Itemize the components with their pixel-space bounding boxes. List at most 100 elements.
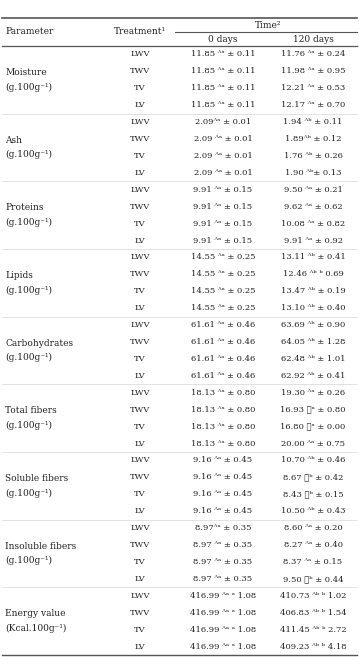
Text: (g.100g⁻¹): (g.100g⁻¹): [5, 150, 52, 159]
Text: TWV: TWV: [130, 67, 150, 75]
Text: 12.21 ᴬᵃ ± 0.53: 12.21 ᴬᵃ ± 0.53: [281, 84, 345, 92]
Text: Total fibers: Total fibers: [5, 406, 57, 416]
Text: 0 days: 0 days: [208, 35, 238, 43]
Text: 11.85 ᴬᵃ ± 0.11: 11.85 ᴬᵃ ± 0.11: [191, 84, 255, 92]
Text: 9.16 ᴬᵃ ± 0.45: 9.16 ᴬᵃ ± 0.45: [194, 507, 253, 515]
Text: 8.97 ᴬᵃ ± 0.35: 8.97 ᴬᵃ ± 0.35: [194, 558, 253, 566]
Text: 14.55 ᴬᵃ ± 0.25: 14.55 ᴬᵃ ± 0.25: [191, 270, 255, 278]
Text: LWV: LWV: [130, 524, 150, 532]
Text: 61.61 ᴬᵃ ± 0.46: 61.61 ᴬᵃ ± 0.46: [191, 321, 255, 329]
Text: 14.55 ᴬᵃ ± 0.25: 14.55 ᴬᵃ ± 0.25: [191, 253, 255, 261]
Text: TV: TV: [134, 423, 146, 431]
Text: 9.50 ᷧᵇ ± 0.44: 9.50 ᷧᵇ ± 0.44: [283, 575, 343, 583]
Text: 18.13 ᴬᵃ ± 0.80: 18.13 ᴬᵃ ± 0.80: [191, 423, 255, 431]
Text: TV: TV: [134, 626, 146, 634]
Text: 62.48 ᴬᵇ ± 1.01: 62.48 ᴬᵇ ± 1.01: [281, 355, 345, 363]
Text: TV: TV: [134, 355, 146, 363]
Text: TV: TV: [134, 219, 146, 227]
Text: 9.91 ᴬᵃ ± 0.15: 9.91 ᴬᵃ ± 0.15: [194, 186, 253, 194]
Text: 9.16 ᴬᵃ ± 0.45: 9.16 ᴬᵃ ± 0.45: [194, 456, 253, 464]
Text: 12.46 ᴬᵇ ᵇ 0.69: 12.46 ᴬᵇ ᵇ 0.69: [283, 270, 344, 278]
Text: LV: LV: [135, 304, 145, 312]
Text: Carbohydrates: Carbohydrates: [5, 339, 73, 348]
Text: 2.09 ᴬᵃ ± 0.01: 2.09 ᴬᵃ ± 0.01: [194, 169, 252, 177]
Text: 10.50 ᴬᵇ ± 0.43: 10.50 ᴬᵇ ± 0.43: [281, 507, 345, 515]
Text: LWV: LWV: [130, 253, 150, 261]
Text: 2.09 ᴬᵃ ± 0.01: 2.09 ᴬᵃ ± 0.01: [194, 135, 252, 143]
Text: 9.91 ᴬᵃ ± 0.15: 9.91 ᴬᵃ ± 0.15: [194, 237, 253, 245]
Text: 11.85 ᴬᵃ ± 0.11: 11.85 ᴬᵃ ± 0.11: [191, 101, 255, 109]
Text: 406.83 ᴬᵇ ᵇ 1.54: 406.83 ᴬᵇ ᵇ 1.54: [280, 609, 346, 617]
Text: 9.91 ᴬᵃ ± 0.15: 9.91 ᴬᵃ ± 0.15: [194, 203, 253, 211]
Text: Parameter: Parameter: [5, 27, 53, 37]
Text: 16.93 ᷧᵃ ± 0.80: 16.93 ᷧᵃ ± 0.80: [280, 406, 346, 414]
Text: 1.89ᴬᵇ ± 0.12: 1.89ᴬᵇ ± 0.12: [285, 135, 341, 143]
Text: 8.97 ᴬᵃ ± 0.35: 8.97 ᴬᵃ ± 0.35: [194, 541, 253, 549]
Text: 411.45 ᴬᵇ ᵇ 2.72: 411.45 ᴬᵇ ᵇ 2.72: [280, 626, 346, 634]
Text: 1.76 ᴬᵇ ± 0.26: 1.76 ᴬᵇ ± 0.26: [284, 152, 342, 160]
Text: (g.100g⁻¹): (g.100g⁻¹): [5, 218, 52, 227]
Text: Moisture: Moisture: [5, 68, 47, 77]
Text: Insoluble fibers: Insoluble fibers: [5, 542, 76, 551]
Text: Energy value: Energy value: [5, 610, 65, 618]
Text: TV: TV: [134, 84, 146, 92]
Text: 120 days: 120 days: [293, 35, 334, 43]
Text: 9.91 ᴬᵃ ± 0.92: 9.91 ᴬᵃ ± 0.92: [284, 237, 342, 245]
Text: TWV: TWV: [130, 338, 150, 346]
Text: LV: LV: [135, 642, 145, 650]
Text: 61.61 ᴬᵃ ± 0.46: 61.61 ᴬᵃ ± 0.46: [191, 338, 255, 346]
Text: (g.100g⁻¹): (g.100g⁻¹): [5, 556, 52, 565]
Text: 409.23 ᴬᵇ ᵇ 4.18: 409.23 ᴬᵇ ᵇ 4.18: [280, 642, 346, 650]
Text: 10.70 ᴬᵇ ± 0.46: 10.70 ᴬᵇ ± 0.46: [281, 456, 345, 464]
Text: 20.00 ᴬᵃ ± 0.75: 20.00 ᴬᵃ ± 0.75: [281, 440, 345, 448]
Text: Proteins: Proteins: [5, 203, 43, 213]
Text: 16.80 ᷧᵃ ± 0.00: 16.80 ᷧᵃ ± 0.00: [280, 423, 346, 431]
Text: 9.62 ᴬᵃ ± 0.62: 9.62 ᴬᵃ ± 0.62: [284, 203, 342, 211]
Text: 13.10 ᴬᵇ ± 0.40: 13.10 ᴬᵇ ± 0.40: [281, 304, 345, 312]
Text: Treatment¹: Treatment¹: [114, 27, 166, 37]
Text: TV: TV: [134, 287, 146, 295]
Text: 8.27 ᴬᵃ ± 0.40: 8.27 ᴬᵃ ± 0.40: [284, 541, 342, 549]
Text: 18.13 ᴬᵃ ± 0.80: 18.13 ᴬᵃ ± 0.80: [191, 389, 255, 397]
Text: 12.17 ᴬᵃ ± 0.70: 12.17 ᴬᵃ ± 0.70: [281, 101, 345, 109]
Text: Time²: Time²: [255, 21, 281, 29]
Text: (g.100g⁻¹): (g.100g⁻¹): [5, 421, 52, 430]
Text: 19.30 ᴬᵃ ± 0.26: 19.30 ᴬᵃ ± 0.26: [281, 389, 345, 397]
Text: LWV: LWV: [130, 389, 150, 397]
Text: LWV: LWV: [130, 51, 150, 59]
Text: TWV: TWV: [130, 541, 150, 549]
Text: 416.99 ᴬᵃ ᵃ 1.08: 416.99 ᴬᵃ ᵃ 1.08: [190, 609, 256, 617]
Text: 13.47 ᴬᵇ ± 0.19: 13.47 ᴬᵇ ± 0.19: [281, 287, 345, 295]
Text: 1.90 ᴬᵇ± 0.13: 1.90 ᴬᵇ± 0.13: [285, 169, 341, 177]
Text: 8.67 ᷧᵇ ± 0.42: 8.67 ᷧᵇ ± 0.42: [283, 474, 343, 482]
Text: 64.05 ᴬᵇ ± 1.28: 64.05 ᴬᵇ ± 1.28: [281, 338, 345, 346]
Text: LV: LV: [135, 169, 145, 177]
Text: 14.55 ᴬᵃ ± 0.25: 14.55 ᴬᵃ ± 0.25: [191, 304, 255, 312]
Text: TWV: TWV: [130, 135, 150, 143]
Text: TV: TV: [134, 490, 146, 498]
Text: 416.99 ᴬᵃ ᵃ 1.08: 416.99 ᴬᵃ ᵃ 1.08: [190, 592, 256, 600]
Text: TV: TV: [134, 152, 146, 160]
Text: LV: LV: [135, 440, 145, 448]
Text: TWV: TWV: [130, 474, 150, 482]
Text: 11.76 ᴬᵃ ± 0.24: 11.76 ᴬᵃ ± 0.24: [281, 51, 345, 59]
Text: 9.16 ᴬᵃ ± 0.45: 9.16 ᴬᵃ ± 0.45: [194, 490, 253, 498]
Text: LWV: LWV: [130, 456, 150, 464]
Text: 8.37 ᴬᵃ ± 0.15: 8.37 ᴬᵃ ± 0.15: [284, 558, 342, 566]
Text: 10.08 ᴬᵃ ± 0.82: 10.08 ᴬᵃ ± 0.82: [281, 219, 345, 227]
Text: 416.99 ᴬᵃ ᵃ 1.08: 416.99 ᴬᵃ ᵃ 1.08: [190, 642, 256, 650]
Text: 9.16 ᴬᵃ ± 0.45: 9.16 ᴬᵃ ± 0.45: [194, 474, 253, 482]
Text: 11.98 ᴬᵃ ± 0.95: 11.98 ᴬᵃ ± 0.95: [281, 67, 345, 75]
Text: Soluble fibers: Soluble fibers: [5, 474, 68, 483]
Text: TV: TV: [134, 558, 146, 566]
Text: 11.85 ᴬᵃ ± 0.11: 11.85 ᴬᵃ ± 0.11: [191, 51, 255, 59]
Text: TWV: TWV: [130, 406, 150, 414]
Text: 8.97ᴬᵃ ± 0.35: 8.97ᴬᵃ ± 0.35: [195, 524, 251, 532]
Text: TWV: TWV: [130, 270, 150, 278]
Text: 2.09ᴬᵃ ± 0.01: 2.09ᴬᵃ ± 0.01: [195, 118, 251, 126]
Text: LWV: LWV: [130, 186, 150, 194]
Text: 61.61 ᴬᵃ ± 0.46: 61.61 ᴬᵃ ± 0.46: [191, 355, 255, 363]
Text: (g.100g⁻¹): (g.100g⁻¹): [5, 353, 52, 362]
Text: 63.69 ᴬᵇ ± 0.90: 63.69 ᴬᵇ ± 0.90: [281, 321, 345, 329]
Text: 8.60 ᴬᵃ ± 0.20: 8.60 ᴬᵃ ± 0.20: [284, 524, 342, 532]
